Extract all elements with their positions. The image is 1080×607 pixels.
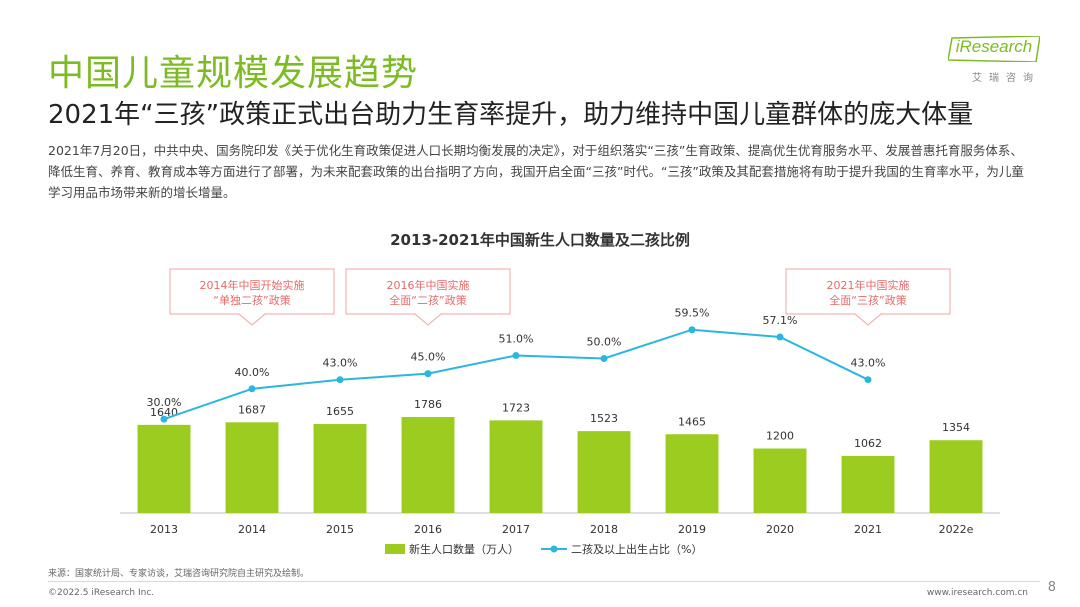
bar	[753, 448, 807, 513]
legend-line-marker	[550, 545, 558, 553]
legend-line-label: 二孩及以上出生占比（%）	[571, 542, 702, 556]
ratio-point	[864, 376, 872, 384]
x-tick-label: 2022e	[939, 523, 974, 536]
policy-callout-line: 全面“三孩”政策	[829, 293, 906, 307]
ratio-value-label: 40.0%	[235, 366, 270, 379]
body-paragraph: 2021年7月20日，中共中央、国务院印发《关于优化生育政策促进人口长期均衡发展…	[48, 143, 1024, 200]
source-note: 来源：国家统计局、专家访谈，艾瑞咨询研究院自主研究及绘制。	[48, 569, 310, 579]
logo-subtext: 艾瑞咨询	[972, 73, 1040, 84]
policy-callout-line: 2016年中国实施	[387, 278, 470, 292]
chart-title: 2013-2021年中国新生人口数量及二孩比例	[390, 231, 690, 249]
footer-divider	[48, 581, 1040, 582]
bar-value-label: 1354	[942, 421, 970, 434]
bar-value-label: 1687	[238, 403, 266, 416]
ratio-value-label: 51.0%	[499, 332, 534, 345]
x-tick-label: 2014	[238, 523, 266, 536]
ratio-value-label: 43.0%	[851, 357, 886, 370]
ratio-value-label: 45.0%	[411, 351, 446, 364]
legend-bar-swatch	[385, 544, 405, 554]
bar	[313, 424, 367, 513]
policy-callout	[169, 268, 335, 326]
policy-callout-line: “单独二孩”政策	[213, 293, 290, 307]
bar-value-label: 1523	[590, 412, 618, 425]
x-tick-label: 2016	[414, 523, 442, 536]
bar-value-label: 1062	[854, 437, 882, 450]
ratio-point	[248, 385, 256, 393]
x-tick-label: 2017	[502, 523, 530, 536]
bar	[841, 455, 895, 513]
ratio-point	[336, 376, 344, 384]
policy-callout-line: 2014年中国开始实施	[200, 278, 305, 292]
page-title: 中国儿童规模发展趋势	[48, 53, 419, 94]
page-number: 8	[1047, 580, 1056, 595]
ratio-point	[600, 355, 608, 362]
page-subtitle: 2021年“三孩”政策正式出台助力生育率提升，助力维持中国儿童群体的庞大体量	[48, 100, 974, 130]
bar	[577, 431, 631, 513]
ratio-point	[160, 415, 168, 423]
bar	[137, 424, 191, 513]
ratio-value-label: 43.0%	[323, 357, 358, 370]
website-link[interactable]: www.iresearch.com.cn	[926, 588, 1028, 598]
bar	[225, 422, 279, 513]
x-tick-label: 2020	[766, 523, 794, 536]
x-tick-label: 2013	[150, 523, 178, 536]
ratio-value-label: 57.1%	[763, 314, 798, 327]
policy-callout	[345, 268, 511, 326]
policy-callout-line: 2021年中国实施	[827, 278, 910, 292]
ratio-value-label: 30.0%	[147, 396, 182, 409]
ratio-value-label: 59.5%	[675, 307, 710, 320]
x-tick-label: 2019	[678, 523, 706, 536]
ratio-point	[688, 326, 696, 334]
bar	[489, 420, 543, 513]
logo-banner-icon	[948, 36, 1040, 62]
logo-text: iResearch	[955, 37, 1033, 56]
iresearch-logo: iResearch 艾瑞咨询	[940, 36, 1040, 88]
x-tick-label: 2021	[854, 523, 882, 536]
x-tick-label: 2018	[590, 523, 618, 536]
ratio-point	[512, 351, 520, 359]
bar	[929, 440, 983, 513]
bar-value-label: 1200	[766, 429, 794, 442]
ratio-value-label: 50.0%	[587, 336, 622, 349]
x-tick-label: 2015	[326, 523, 354, 536]
bar	[401, 417, 455, 513]
policy-callout-line: 全面“二孩”政策	[389, 293, 466, 307]
policy-callout	[785, 268, 951, 326]
bar-value-label: 1723	[502, 401, 530, 414]
ratio-point	[424, 370, 432, 378]
bar	[665, 434, 719, 513]
ratio-point	[776, 333, 784, 341]
bar-value-label: 1655	[326, 405, 354, 418]
legend-bar-label: 新生人口数量（万人）	[409, 542, 519, 556]
bar-value-label: 1786	[414, 398, 442, 411]
bar-value-label: 1465	[678, 415, 706, 428]
copyright-text: ©2022.5 iResearch Inc.	[48, 588, 155, 598]
bar-value-label: 1640	[150, 406, 178, 419]
